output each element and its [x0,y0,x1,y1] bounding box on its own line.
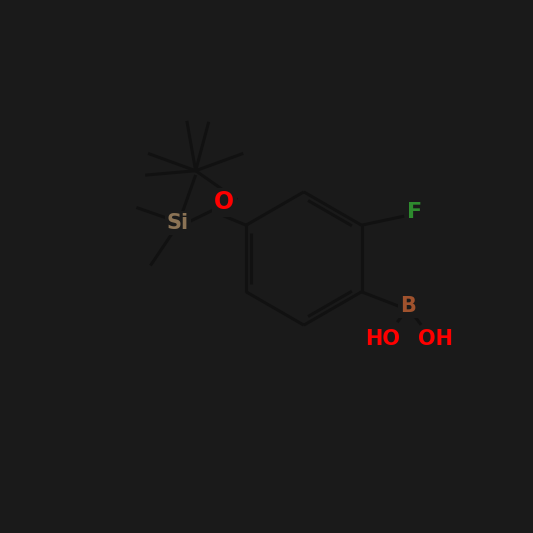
Text: O: O [214,190,234,214]
Text: F: F [407,202,422,222]
Text: HO: HO [365,329,400,349]
Text: OH: OH [418,329,453,349]
Text: Si: Si [167,213,189,233]
Text: B: B [400,296,416,316]
